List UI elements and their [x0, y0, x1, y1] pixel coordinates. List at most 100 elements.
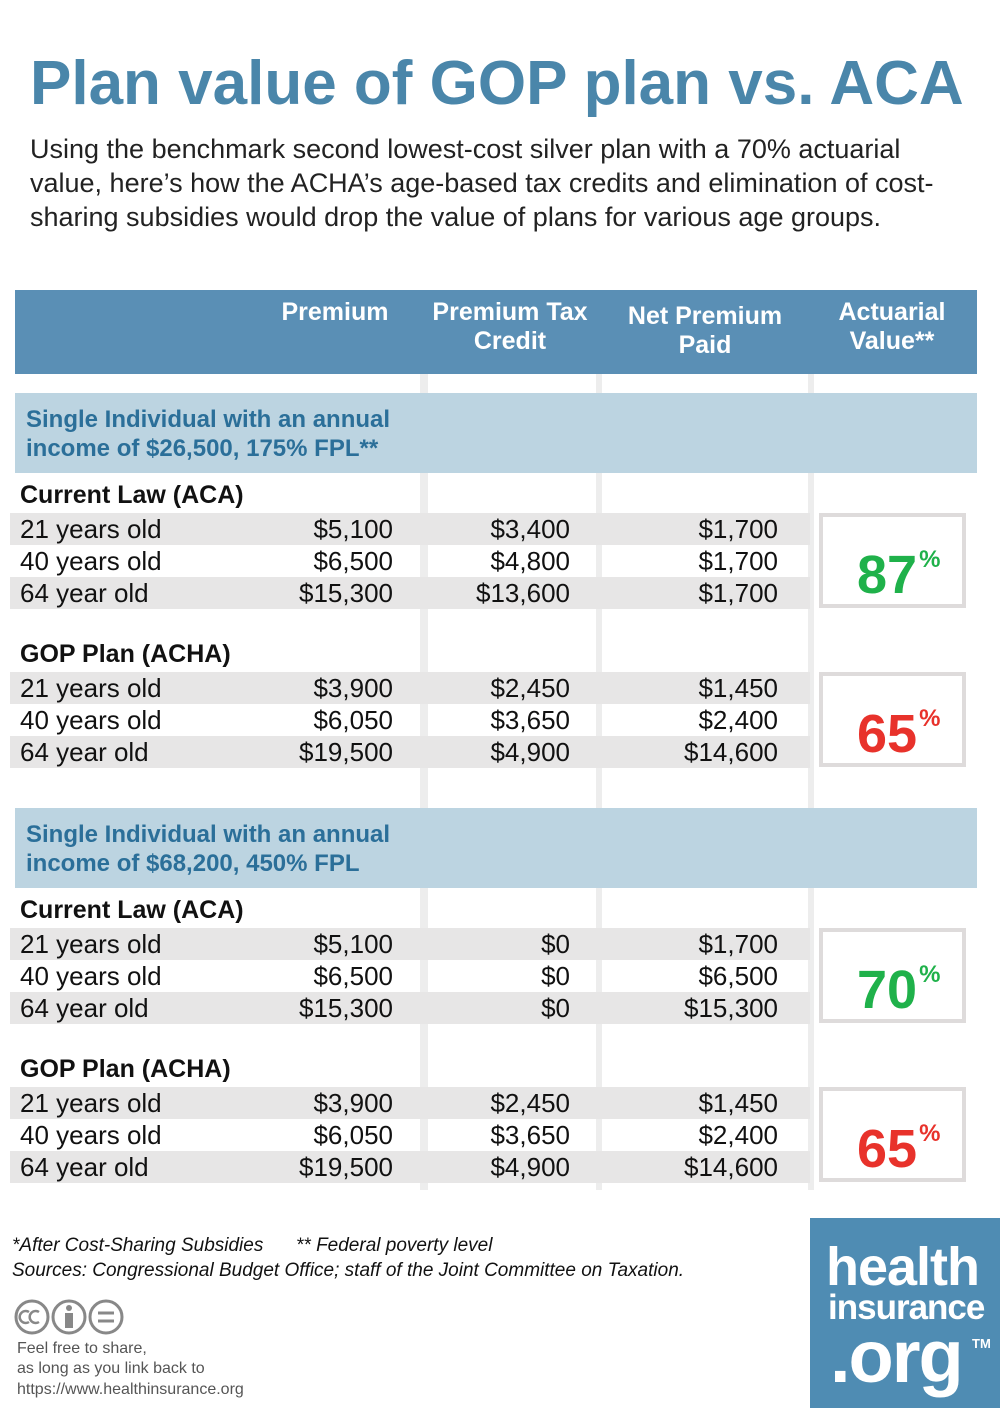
- actuarial-number: 65: [857, 704, 918, 764]
- logo-text: .org: [830, 1315, 964, 1398]
- cc-icons: [14, 1299, 124, 1335]
- net-premium: $14,600: [684, 737, 778, 767]
- group-label: Current Law (ACA): [20, 896, 244, 924]
- column-header: Net Premium Paid: [627, 302, 783, 359]
- row-label: 40 years old: [20, 705, 162, 735]
- premium: $19,500: [299, 737, 393, 767]
- net-premium: $1,700: [698, 514, 778, 544]
- actuarial-number: 65: [857, 1119, 918, 1179]
- section-band: [15, 393, 977, 473]
- column-divider: [808, 374, 814, 1190]
- actuarial-box: 87%: [819, 513, 966, 608]
- title: Plan value of GOP plan vs. ACA: [30, 49, 964, 118]
- tax-credit: $3,650: [490, 705, 570, 735]
- actuarial-number: 70: [857, 960, 918, 1020]
- tax-credit: $4,900: [490, 737, 570, 767]
- row-label: 40 years old: [20, 546, 162, 576]
- net-premium: $1,700: [698, 546, 778, 576]
- net-premium: $15,300: [684, 993, 778, 1023]
- actuarial-box: 65%: [819, 672, 966, 767]
- subtitle: Using the benchmark second lowest-cost s…: [30, 134, 934, 232]
- tax-credit: $4,900: [490, 1152, 570, 1182]
- actuarial-value: 65%: [857, 1104, 940, 1179]
- row-label: 64 year old: [20, 993, 149, 1023]
- row-label: 64 year old: [20, 737, 149, 767]
- net-premium: $6,500: [698, 961, 778, 991]
- tax-credit: $3,400: [490, 514, 570, 544]
- section-heading: Single Individual with an annual income …: [26, 406, 391, 462]
- tax-credit: $0: [541, 929, 570, 959]
- row-background: [10, 577, 810, 609]
- column-header: Premium Tax Credit: [432, 298, 588, 355]
- row-background: [10, 1087, 810, 1119]
- actuarial-box: 70%: [819, 928, 966, 1023]
- premium: $5,100: [313, 929, 393, 959]
- row-background: [10, 513, 810, 545]
- tax-credit: $2,450: [490, 673, 570, 703]
- premium: $6,500: [313, 961, 393, 991]
- net-premium: $1,450: [698, 1088, 778, 1118]
- footnote: *After Cost-Sharing Subsidies: [12, 1235, 264, 1256]
- column-divider: [420, 374, 428, 1190]
- actuarial-unit: %: [919, 546, 941, 573]
- actuarial-unit: %: [919, 1120, 941, 1147]
- actuarial-value: 87%: [857, 530, 940, 605]
- footnote: ** Federal poverty level: [296, 1235, 493, 1256]
- actuarial-unit: %: [919, 961, 941, 988]
- row-label: 64 year old: [20, 1152, 149, 1182]
- tax-credit: $2,450: [490, 1088, 570, 1118]
- row-label: 21 years old: [20, 929, 162, 959]
- tax-credit: $0: [541, 961, 570, 991]
- premium: $6,050: [313, 1120, 393, 1150]
- actuarial-box: 65%: [819, 1087, 966, 1182]
- group-label: GOP Plan (ACHA): [20, 640, 231, 668]
- share-text: as long as you link back to: [17, 1360, 205, 1377]
- sources: Sources: Congressional Budget Office; st…: [12, 1260, 685, 1281]
- share-text: https://www.healthinsurance.org: [17, 1381, 244, 1398]
- row-label: 21 years old: [20, 514, 162, 544]
- net-premium: $2,400: [698, 1120, 778, 1150]
- tax-credit: $4,800: [490, 546, 570, 576]
- premium: $15,300: [299, 993, 393, 1023]
- premium: $15,300: [299, 578, 393, 608]
- premium: $19,500: [299, 1152, 393, 1182]
- actuarial-unit: %: [919, 705, 941, 732]
- share-text: Feel free to share,: [17, 1340, 147, 1357]
- net-premium: $14,600: [684, 1152, 778, 1182]
- logo-text: insurance: [828, 1288, 985, 1327]
- logo-text: health: [826, 1237, 980, 1297]
- tax-credit: $3,650: [490, 1120, 570, 1150]
- row-background: [10, 736, 810, 768]
- column-header: Premium: [281, 298, 389, 326]
- actuarial-number: 87: [857, 545, 918, 605]
- row-background: [10, 928, 810, 960]
- row-label: 40 years old: [20, 1120, 162, 1150]
- section-band: [15, 808, 977, 888]
- header-band: [15, 290, 977, 374]
- premium: $3,900: [313, 673, 393, 703]
- group-label: Current Law (ACA): [20, 481, 244, 509]
- row-background: [10, 992, 810, 1024]
- premium: $5,100: [313, 514, 393, 544]
- net-premium: $2,400: [698, 705, 778, 735]
- premium: $6,500: [313, 546, 393, 576]
- net-premium: $1,700: [698, 578, 778, 608]
- net-premium: $1,450: [698, 673, 778, 703]
- column-divider: [596, 374, 602, 1190]
- actuarial-value: 65%: [857, 689, 940, 764]
- row-background: [10, 1151, 810, 1183]
- row-label: 21 years old: [20, 673, 162, 703]
- row-label: 40 years old: [20, 961, 162, 991]
- tax-credit: $0: [541, 993, 570, 1023]
- row-label: 21 years old: [20, 1088, 162, 1118]
- group-label: GOP Plan (ACHA): [20, 1055, 231, 1083]
- actuarial-value: 70%: [857, 945, 940, 1020]
- section-heading: Single Individual with an annual income …: [26, 821, 391, 877]
- row-label: 64 year old: [20, 578, 149, 608]
- row-background: [10, 672, 810, 704]
- tax-credit: $13,600: [476, 578, 570, 608]
- logo-mark: TM: [972, 1336, 991, 1351]
- column-header: Actuarial Value**: [838, 298, 946, 355]
- logo: health insurance .org TM: [810, 1218, 1000, 1408]
